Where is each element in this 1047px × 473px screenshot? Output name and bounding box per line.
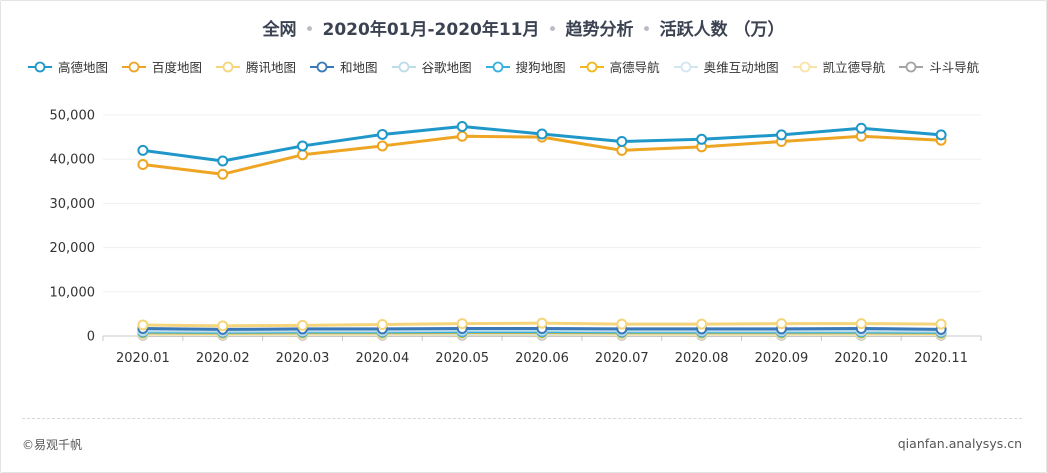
data-point: [137, 144, 149, 156]
legend-marker-icon: [122, 61, 147, 72]
data-point: [855, 122, 867, 134]
legend-label: 凯立德导航: [822, 60, 886, 75]
legend-marker-icon: [579, 61, 604, 72]
legend-marker-dot: [34, 61, 46, 72]
site-url: qianfan.analysys.cn: [897, 436, 1022, 451]
x-tick-label: 2020.03: [276, 351, 330, 366]
legend-item[interactable]: 百度地图: [122, 57, 202, 76]
data-point: [616, 144, 628, 156]
data-point: [935, 129, 947, 141]
legend-label: 百度地图: [152, 60, 203, 75]
y-tick-label: 20,000: [50, 241, 96, 256]
legend-marker-icon: [28, 61, 52, 72]
legend-marker-dot: [586, 61, 597, 72]
data-point: [456, 130, 468, 142]
data-point: [775, 318, 787, 330]
data-point: [217, 320, 229, 332]
data-point: [376, 128, 388, 140]
data-point: [137, 319, 149, 331]
legend-item[interactable]: 搜狗地图: [485, 57, 566, 76]
x-tick-label: 2020.02: [196, 351, 250, 366]
y-tick-label: 50,000: [50, 109, 96, 124]
title-separator: •: [304, 20, 315, 40]
legend-marker-icon: [485, 61, 510, 72]
data-point: [297, 319, 309, 331]
data-point: [217, 168, 229, 180]
legend-item[interactable]: 腾讯地图: [216, 57, 296, 76]
legend-marker-dot: [905, 61, 917, 72]
data-point: [536, 128, 548, 140]
data-point: [137, 159, 149, 171]
x-tick-label: 2020.04: [355, 351, 409, 366]
legend-label: 奥维互动地图: [703, 60, 779, 75]
title-analysis: 趋势分析: [565, 20, 634, 40]
legend-label: 高德地图: [58, 60, 109, 75]
legend-marker-dot: [680, 61, 692, 72]
legend-label: 腾讯地图: [246, 60, 297, 75]
data-point: [616, 318, 628, 330]
x-tick-label: 2020.11: [914, 351, 968, 366]
x-tick-label: 2020.06: [515, 351, 569, 366]
legend-marker-dot: [222, 61, 234, 72]
legend-label: 和地图: [340, 60, 378, 75]
data-point: [376, 319, 388, 331]
x-tick-label: 2020.01: [116, 351, 170, 366]
chart-title: 全网 • 2020年01月-2020年11月 • 趋势分析 • 活跃人数 （万）: [0, 15, 1047, 40]
data-point: [297, 140, 309, 152]
legend-label: 搜狗地图: [515, 60, 566, 75]
legend-label: 谷歌地图: [421, 60, 472, 75]
legend-marker-icon: [673, 61, 698, 72]
legend-marker-icon: [792, 61, 817, 72]
title-period: 2020年01月-2020年11月: [322, 20, 540, 40]
x-tick-label: 2020.09: [755, 351, 809, 366]
legend-marker-dot: [316, 61, 328, 72]
data-point: [616, 136, 628, 148]
legend-item[interactable]: 高德地图: [28, 57, 108, 76]
x-tick-label: 2020.05: [435, 351, 489, 366]
copyright-text: ©易观千帆: [22, 438, 83, 452]
data-point: [855, 318, 867, 330]
y-tick-label: 30,000: [50, 197, 96, 212]
footer-divider: [22, 418, 1022, 419]
data-point: [297, 149, 309, 161]
legend-item[interactable]: 谷歌地图: [391, 57, 472, 76]
legend-item[interactable]: 凯立德导航: [792, 57, 886, 76]
legend-item[interactable]: 和地图: [310, 57, 378, 76]
legend-item[interactable]: 斗斗导航: [899, 57, 979, 76]
title-separator: •: [547, 20, 558, 40]
legend-item[interactable]: 奥维互动地图: [673, 57, 779, 76]
x-tick-label: 2020.10: [834, 351, 888, 366]
data-point: [217, 155, 229, 167]
chart-legend: 高德地图 百度地图 腾讯地图 和地图 谷歌地图 搜狗地图 高德导航 奥维互动地图 凯立德导航 斗斗…: [28, 57, 993, 76]
legend-marker-icon: [310, 61, 335, 72]
legend-item[interactable]: 高德导航: [579, 57, 660, 76]
title-metric: 活跃人数 （万）: [659, 20, 785, 40]
data-point: [376, 140, 388, 152]
title-scope: 全网: [262, 20, 297, 40]
legend-marker-icon: [216, 61, 241, 72]
y-tick-label: 10,000: [50, 285, 96, 300]
data-point: [775, 129, 787, 141]
y-tick-label: 40,000: [50, 153, 96, 168]
data-point: [935, 318, 947, 330]
data-point: [456, 318, 468, 330]
data-point: [536, 317, 548, 329]
x-tick-label: 2020.07: [595, 351, 649, 366]
data-point: [696, 133, 708, 145]
data-point: [456, 120, 468, 132]
data-point: [696, 318, 708, 330]
legend-marker-icon: [899, 61, 924, 72]
legend-label: 斗斗导航: [929, 60, 980, 75]
title-separator: •: [641, 20, 652, 40]
legend-marker-dot: [398, 61, 409, 72]
y-tick-label: 0: [87, 330, 95, 345]
legend-marker-icon: [391, 61, 416, 72]
legend-label: 高德导航: [609, 60, 660, 75]
x-tick-label: 2020.08: [675, 351, 729, 366]
legend-marker-dot: [492, 61, 503, 72]
legend-marker-dot: [799, 61, 811, 72]
legend-marker-dot: [128, 61, 140, 72]
